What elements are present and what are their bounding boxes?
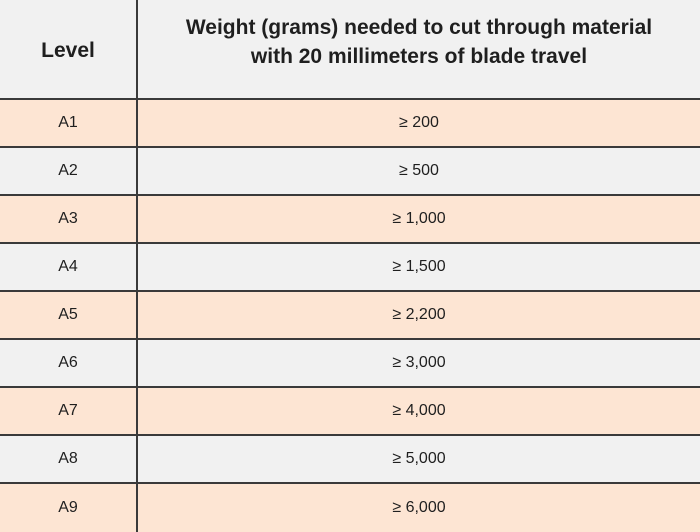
weight-value: ≥ 1,000: [392, 210, 446, 227]
weight-value: ≥ 3,000: [392, 354, 446, 371]
table-row: A4 ≥ 1,500: [0, 244, 700, 292]
level-cell: A2: [0, 148, 138, 194]
table-header: Level Weight (grams) needed to cut throu…: [0, 0, 700, 100]
weight-cell: ≥ 4,000: [138, 388, 700, 434]
level-value: A5: [58, 306, 78, 323]
table-row: A3 ≥ 1,000: [0, 196, 700, 244]
header-level-cell: Level: [0, 0, 138, 98]
weight-value: ≥ 200: [399, 114, 439, 131]
table-row: A2 ≥ 500: [0, 148, 700, 196]
weight-value: ≥ 1,500: [392, 258, 446, 275]
level-value: A3: [58, 210, 78, 227]
weight-cell: ≥ 500: [138, 148, 700, 194]
weight-cell: ≥ 2,200: [138, 292, 700, 338]
level-cell: A9: [0, 484, 138, 532]
weight-cell: ≥ 5,000: [138, 436, 700, 482]
header-weight-line1: Weight (grams) needed to cut through mat…: [185, 16, 653, 39]
level-value: A2: [58, 162, 78, 179]
table-row: A1 ≥ 200: [0, 100, 700, 148]
header-level-label: Level: [41, 38, 95, 62]
level-value: A4: [58, 258, 78, 275]
weight-value: ≥ 6,000: [392, 499, 446, 516]
level-cell: A4: [0, 244, 138, 290]
weight-cell: ≥ 1,500: [138, 244, 700, 290]
table-body: A1 ≥ 200 A2 ≥ 500 A3 ≥ 1,000 A4 ≥ 1,500 A5 ≥ 2,20…: [0, 100, 700, 532]
level-cell: A8: [0, 436, 138, 482]
table-row: A6 ≥ 3,000: [0, 340, 700, 388]
table-row: A8 ≥ 5,000: [0, 436, 700, 484]
weight-value: ≥ 5,000: [392, 450, 446, 467]
level-value: A6: [58, 354, 78, 371]
header-weight-line2: with 20 millimeters of blade travel: [250, 45, 588, 68]
header-weight-cell: Weight (grams) needed to cut through mat…: [138, 0, 700, 98]
table-row: A7 ≥ 4,000: [0, 388, 700, 436]
weight-value: ≥ 2,200: [392, 306, 446, 323]
weight-cell: ≥ 6,000: [138, 484, 700, 532]
weight-cell: ≥ 1,000: [138, 196, 700, 242]
level-value: A9: [58, 499, 78, 516]
table-row: A9 ≥ 6,000: [0, 484, 700, 532]
weight-value: ≥ 4,000: [392, 402, 446, 419]
weight-cell: ≥ 200: [138, 100, 700, 146]
level-cell: A5: [0, 292, 138, 338]
level-cell: A3: [0, 196, 138, 242]
level-cell: A7: [0, 388, 138, 434]
level-value: A8: [58, 450, 78, 467]
level-value: A7: [58, 402, 78, 419]
level-cell: A1: [0, 100, 138, 146]
level-cell: A6: [0, 340, 138, 386]
table-row: A5 ≥ 2,200: [0, 292, 700, 340]
level-value: A1: [58, 114, 78, 131]
weight-value: ≥ 500: [399, 162, 439, 179]
header-weight-label: Weight (grams) needed to cut through mat…: [186, 13, 652, 71]
weight-cell: ≥ 3,000: [138, 340, 700, 386]
